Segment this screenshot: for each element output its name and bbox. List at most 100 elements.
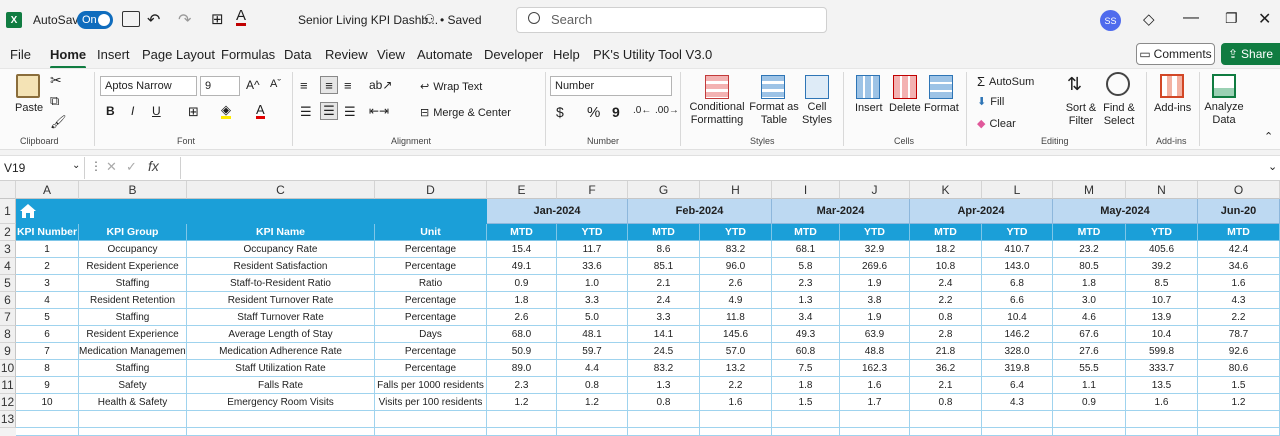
tab-developer[interactable]: Developer (484, 47, 544, 62)
table-cell[interactable]: 328.0 (982, 343, 1053, 360)
column-header[interactable]: I (772, 181, 840, 199)
tab-view[interactable]: View (377, 47, 405, 62)
table-cell[interactable]: Ratio (375, 275, 487, 292)
column-header[interactable]: E (487, 181, 557, 199)
table-cell[interactable]: 3.0 (1053, 292, 1126, 309)
table-cell[interactable]: 1.7 (840, 394, 910, 411)
table-cell[interactable]: Resident Experience (79, 258, 187, 275)
table-cell[interactable]: Medication Adherence Rate (187, 343, 375, 360)
table-cell[interactable]: Percentage (375, 360, 487, 377)
table-cell[interactable]: 13.5 (1126, 377, 1198, 394)
table-cell[interactable]: 68.0 (487, 326, 557, 343)
empty-cell[interactable] (910, 411, 982, 428)
table-cell[interactable]: 11.7 (557, 241, 628, 258)
table-cell[interactable]: 9 (16, 377, 79, 394)
table-cell[interactable]: 1.8 (487, 292, 557, 309)
empty-cell[interactable] (772, 428, 840, 436)
copy-icon[interactable]: ⧉ (50, 93, 60, 108)
table-cell[interactable]: 405.6 (1126, 241, 1198, 258)
empty-cell[interactable] (79, 411, 187, 428)
find-select-icon[interactable] (1106, 72, 1130, 96)
table-cell[interactable]: 33.6 (557, 258, 628, 275)
comments-button[interactable]: ▭ Comments (1136, 43, 1215, 65)
format-cells-icon[interactable] (929, 75, 953, 99)
table-cell[interactable]: 36.2 (910, 360, 982, 377)
table-cell[interactable]: Percentage (375, 241, 487, 258)
table-cell[interactable]: Percentage (375, 309, 487, 326)
table-cell[interactable]: 14.1 (628, 326, 700, 343)
conditional-formatting-button[interactable]: Conditional Formatting (689, 101, 745, 126)
table-cell[interactable]: Emergency Room Visits (187, 394, 375, 411)
empty-cell[interactable] (700, 411, 772, 428)
table-cell[interactable]: 2.4 (910, 275, 982, 292)
table-cell[interactable]: 42.4 (1198, 241, 1280, 258)
table-cell[interactable]: 67.6 (1053, 326, 1126, 343)
tab-formulas[interactable]: Formulas (221, 47, 276, 62)
empty-cell[interactable] (16, 411, 79, 428)
bold-button[interactable]: B (106, 104, 115, 118)
table-cell[interactable]: 410.7 (982, 241, 1053, 258)
insert-cells-button[interactable]: Insert (855, 102, 883, 114)
row-header[interactable]: 6 (0, 292, 16, 309)
empty-cell[interactable] (1126, 411, 1198, 428)
format-painter-icon[interactable]: 🖌 (50, 114, 67, 129)
table-cell[interactable]: Health & Safety (79, 394, 187, 411)
table-cell[interactable]: 5.8 (772, 258, 840, 275)
close-icon[interactable]: ✕ (1258, 11, 1272, 28)
decrease-decimal-icon[interactable]: .00→ (655, 105, 679, 116)
table-cell[interactable]: 85.1 (628, 258, 700, 275)
table-cell[interactable]: Resident Experience (79, 326, 187, 343)
font-size-select[interactable]: 9 (200, 76, 240, 96)
column-header[interactable]: B (79, 181, 187, 199)
row-header[interactable]: 13 (0, 411, 16, 428)
table-cell[interactable]: 269.6 (840, 258, 910, 275)
table-cell[interactable]: Falls Rate (187, 377, 375, 394)
avatar[interactable]: SS (1100, 10, 1121, 31)
table-cell[interactable]: 1.2 (1198, 394, 1280, 411)
table-cell[interactable]: 1.1 (1053, 377, 1126, 394)
font-name-select[interactable]: Aptos Narrow (100, 76, 197, 96)
table-cell[interactable]: 8 (16, 360, 79, 377)
currency-button[interactable]: $ (556, 104, 564, 120)
empty-cell[interactable] (187, 428, 375, 436)
table-cell[interactable]: 1.6 (1198, 275, 1280, 292)
table-cell[interactable]: 21.8 (910, 343, 982, 360)
table-cell[interactable]: 92.6 (1198, 343, 1280, 360)
column-header[interactable]: A (16, 181, 79, 199)
table-cell[interactable]: Safety (79, 377, 187, 394)
align-top-icon[interactable]: ≡ (300, 78, 308, 93)
fill-button[interactable]: ⬇ Fill (977, 95, 1004, 109)
empty-cell[interactable] (982, 428, 1053, 436)
table-cell[interactable]: 83.2 (700, 241, 772, 258)
table-cell[interactable]: 34.6 (1198, 258, 1280, 275)
table-cell[interactable]: Average Length of Stay (187, 326, 375, 343)
restore-icon[interactable]: ❐ (1225, 10, 1238, 26)
table-cell[interactable]: 32.9 (840, 241, 910, 258)
autosave-toggle[interactable]: On (77, 11, 113, 29)
table-cell[interactable]: Percentage (375, 258, 487, 275)
table-cell[interactable]: 83.2 (628, 360, 700, 377)
document-title[interactable]: Senior Living KPI Dashb... (298, 13, 439, 27)
underline-button[interactable]: U (152, 104, 161, 118)
table-cell[interactable]: 2.2 (910, 292, 982, 309)
number-format-select[interactable]: Number (550, 76, 672, 96)
table-cell[interactable]: 15.4 (487, 241, 557, 258)
table-cell[interactable]: 6.6 (982, 292, 1053, 309)
empty-cell[interactable] (1126, 428, 1198, 436)
tab-review[interactable]: Review (325, 47, 368, 62)
table-cell[interactable]: Medication Management (79, 343, 187, 360)
table-cell[interactable]: 3.8 (840, 292, 910, 309)
table-cell[interactable]: 50.9 (487, 343, 557, 360)
autosum-button[interactable]: Σ AutoSum (977, 74, 1034, 89)
table-cell[interactable]: 4.9 (700, 292, 772, 309)
table-cell[interactable]: Resident Retention (79, 292, 187, 309)
tab-automate[interactable]: Automate (417, 47, 473, 62)
name-box[interactable]: V19 (0, 157, 85, 179)
merge-center-button[interactable]: ⊟ Merge & Center (420, 106, 511, 120)
table-cell[interactable]: 10.4 (1126, 326, 1198, 343)
tab-data[interactable]: Data (284, 47, 312, 62)
table-cell[interactable]: Occupancy Rate (187, 241, 375, 258)
table-cell[interactable]: 143.0 (982, 258, 1053, 275)
table-cell[interactable]: 49.1 (487, 258, 557, 275)
table-cell[interactable]: 2.2 (1198, 309, 1280, 326)
